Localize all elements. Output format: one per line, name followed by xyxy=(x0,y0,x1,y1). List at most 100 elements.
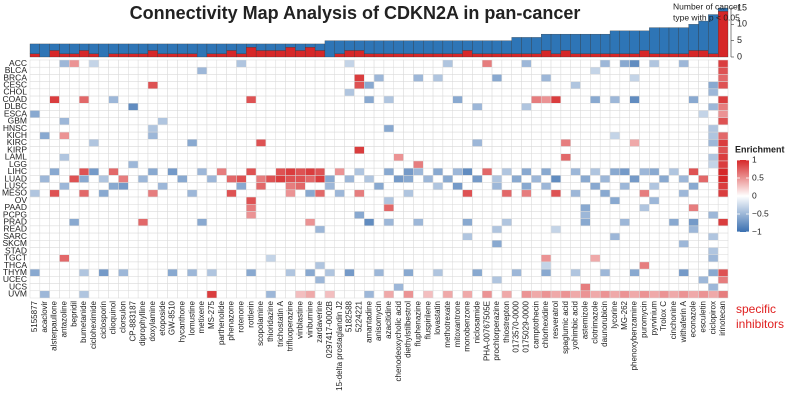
empty-cell xyxy=(314,139,326,147)
column-label: clotrimazole xyxy=(590,300,599,343)
empty-cell xyxy=(580,153,591,162)
empty-cell xyxy=(344,196,355,205)
empty-cell xyxy=(521,146,532,155)
empty-cell xyxy=(167,81,178,90)
empty-cell xyxy=(354,218,365,227)
empty-cell xyxy=(49,74,60,82)
heat-cell xyxy=(393,153,404,162)
heat-cell xyxy=(118,175,129,183)
empty-cell xyxy=(373,240,385,248)
bar-segment xyxy=(314,43,326,51)
empty-cell xyxy=(501,110,512,118)
empty-cell xyxy=(305,103,316,111)
empty-cell xyxy=(639,153,650,162)
empty-cell xyxy=(540,110,552,118)
bar-segment xyxy=(413,40,424,54)
empty-cell xyxy=(658,283,670,292)
empty-cell xyxy=(137,247,149,255)
column-label: thioridazine xyxy=(266,300,275,341)
heat-cell xyxy=(649,182,660,191)
empty-cell xyxy=(442,153,453,162)
empty-cell xyxy=(511,124,522,133)
heat-cell xyxy=(639,290,650,299)
empty-cell xyxy=(344,290,355,299)
empty-cell xyxy=(206,146,218,155)
empty-cell xyxy=(560,74,571,82)
empty-cell xyxy=(550,254,562,263)
empty-cell xyxy=(570,232,581,241)
empty-cell xyxy=(511,81,522,90)
empty-cell xyxy=(216,196,227,205)
empty-cell xyxy=(314,254,326,263)
empty-cell xyxy=(590,175,601,183)
empty-cell xyxy=(678,283,689,292)
bar-segment xyxy=(462,50,473,58)
empty-cell xyxy=(78,283,90,292)
empty-cell xyxy=(265,218,277,227)
empty-cell xyxy=(88,225,100,234)
empty-cell xyxy=(649,268,660,277)
empty-cell xyxy=(305,95,316,104)
empty-cell xyxy=(275,203,286,212)
empty-cell xyxy=(118,167,129,176)
column-label: cicloheximide xyxy=(89,300,98,349)
empty-cell xyxy=(177,146,188,155)
empty-cell xyxy=(373,175,385,183)
empty-cell xyxy=(383,254,394,263)
empty-cell xyxy=(708,189,719,198)
empty-cell xyxy=(236,218,247,227)
empty-cell xyxy=(364,153,375,162)
heat-cell xyxy=(265,175,277,183)
heat-cell xyxy=(147,189,159,198)
heat-cell xyxy=(491,276,503,284)
empty-cell xyxy=(236,211,247,219)
empty-cell xyxy=(609,110,621,118)
empty-cell xyxy=(108,124,119,133)
empty-cell xyxy=(619,146,630,155)
empty-cell xyxy=(314,59,326,68)
empty-cell xyxy=(98,146,109,155)
empty-cell xyxy=(295,261,306,270)
empty-cell xyxy=(137,160,149,169)
empty-cell xyxy=(521,66,532,75)
empty-cell xyxy=(108,153,119,162)
empty-cell xyxy=(334,240,345,248)
bar-segment xyxy=(442,53,453,58)
empty-cell xyxy=(383,103,394,111)
empty-cell xyxy=(216,268,227,277)
heat-cell xyxy=(649,290,660,299)
empty-cell xyxy=(226,153,237,162)
empty-cell xyxy=(216,254,227,263)
empty-cell xyxy=(364,88,375,97)
empty-cell xyxy=(373,139,385,147)
bar-segment xyxy=(432,53,444,58)
empty-cell xyxy=(580,110,591,118)
empty-cell xyxy=(698,131,709,140)
empty-cell xyxy=(285,196,296,205)
empty-cell xyxy=(334,283,345,292)
empty-cell xyxy=(324,117,336,126)
heat-cell xyxy=(717,117,729,126)
bar-segment xyxy=(570,53,581,58)
heat-cell xyxy=(708,211,719,219)
bar-segment xyxy=(452,40,463,54)
empty-cell xyxy=(128,225,139,234)
empty-cell xyxy=(334,203,345,212)
empty-cell xyxy=(167,196,178,205)
empty-cell xyxy=(305,110,316,118)
empty-cell xyxy=(196,261,208,270)
empty-cell xyxy=(649,139,660,147)
empty-cell xyxy=(108,146,119,155)
empty-cell xyxy=(678,103,689,111)
empty-cell xyxy=(128,139,139,147)
empty-cell xyxy=(246,247,257,255)
empty-cell xyxy=(69,276,80,284)
heat-cell xyxy=(314,175,326,183)
empty-cell xyxy=(78,153,90,162)
empty-cell xyxy=(462,283,473,292)
empty-cell xyxy=(334,175,345,183)
empty-cell xyxy=(649,66,660,75)
empty-cell xyxy=(275,160,286,169)
empty-cell xyxy=(422,167,434,176)
empty-cell xyxy=(481,110,493,118)
